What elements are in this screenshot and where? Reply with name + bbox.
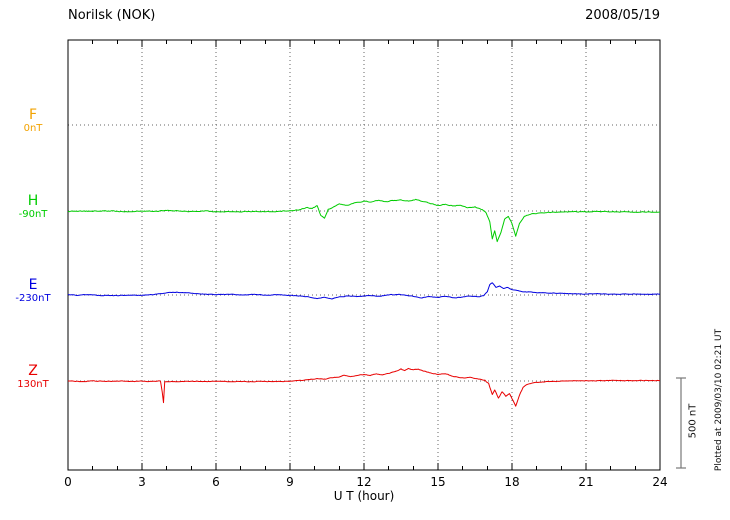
- series-label-F: F 0nT: [6, 107, 60, 135]
- series-label-E: E -230nT: [6, 277, 60, 305]
- series-label-Z: Z 130nT: [6, 363, 60, 391]
- scalebar-label: 500 nT: [687, 403, 699, 439]
- x-tick-label-15: 15: [430, 475, 446, 489]
- station-title: Norilsk (NOK): [68, 8, 156, 23]
- observation-date: 2008/05/19: [585, 8, 660, 23]
- series-letter-E: E: [28, 277, 38, 293]
- x-tick-label-9: 9: [286, 475, 294, 489]
- x-axis-label: U T (hour): [333, 489, 395, 503]
- series-baseline-H: -90nT: [18, 209, 48, 220]
- x-tick-label-24: 24: [652, 475, 668, 489]
- x-tick-label-0: 0: [64, 475, 72, 489]
- x-tick-label-6: 6: [212, 475, 220, 489]
- plotted-note: Plotted at 2009/03/10 02:21 UT: [714, 328, 724, 472]
- x-tick-label-3: 3: [138, 475, 146, 489]
- x-tick-label-18: 18: [504, 475, 520, 489]
- series-letter-H: H: [27, 193, 39, 209]
- series-letter-F: F: [28, 107, 38, 123]
- series-baseline-Z: 130nT: [17, 379, 49, 390]
- series-letter-Z: Z: [28, 363, 38, 379]
- series-baseline-F: 0nT: [23, 123, 43, 134]
- series-label-H: H -90nT: [6, 193, 60, 221]
- x-tick-label-12: 12: [356, 475, 372, 489]
- x-tick-label-21: 21: [578, 475, 594, 489]
- series-baseline-E: -230nT: [15, 293, 51, 304]
